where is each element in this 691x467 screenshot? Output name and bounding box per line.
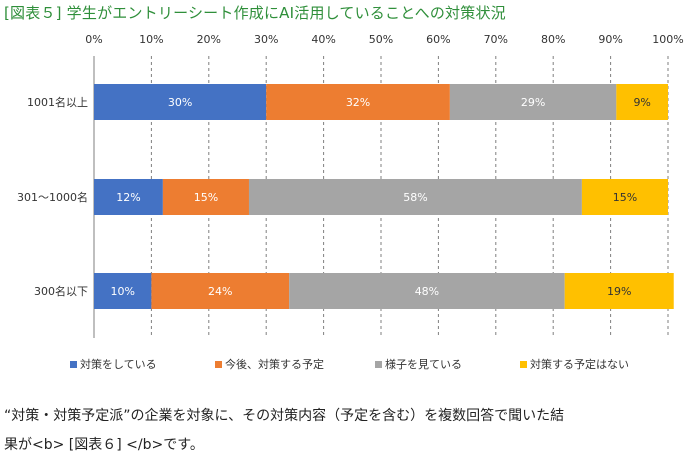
- bar-segment: [151, 273, 290, 309]
- bar-segment: [289, 273, 565, 309]
- chart-title: [図表５] 学生がエントリーシート作成にAI活用していることへの対策状況: [4, 4, 506, 22]
- x-tick-label: 90%: [598, 33, 622, 46]
- data-label: 12%: [116, 191, 140, 204]
- bar-segment: [94, 84, 267, 120]
- data-label: 19%: [607, 285, 631, 298]
- bar-segment: [581, 179, 668, 215]
- x-tick-label: 0%: [85, 33, 102, 46]
- data-label: 30%: [168, 96, 192, 109]
- note-line-1: “対策・対策予定派”の企業を対象に、その対策内容（予定を含む）を複数回答で聞いた…: [4, 408, 565, 424]
- x-tick-label: 60%: [426, 33, 450, 46]
- bar-segment: [564, 273, 674, 309]
- x-tick-label: 40%: [311, 33, 335, 46]
- data-label: 24%: [208, 285, 232, 298]
- data-label: 29%: [521, 96, 545, 109]
- bar-segment: [162, 179, 249, 215]
- data-label: 15%: [613, 191, 637, 204]
- legend-swatch: [520, 361, 527, 368]
- data-label: 32%: [346, 96, 370, 109]
- legend-label: 様子を見ている: [385, 357, 462, 371]
- data-label: 9%: [633, 96, 650, 109]
- bar-segment: [94, 179, 163, 215]
- stacked-bar-chart: 0% 10% 20% 30% 40% 50% 60% 70% 80% 90% 100% 1001名以上…: [17, 33, 684, 371]
- bar-segment: [94, 273, 152, 309]
- data-label: 48%: [415, 285, 439, 298]
- data-label: 10%: [110, 285, 134, 298]
- data-label: 58%: [403, 191, 427, 204]
- y-category-label: 1001名以上: [27, 95, 88, 109]
- bar-segment: [616, 84, 668, 120]
- x-tick-label: 80%: [541, 33, 565, 46]
- bar-segment: [248, 179, 582, 215]
- note-line-2: 果が<b> [図表６] </b>です。: [4, 437, 204, 453]
- x-tick-label: 30%: [254, 33, 278, 46]
- x-tick-label: 20%: [197, 33, 221, 46]
- x-tick-label: 100%: [652, 33, 683, 46]
- legend-swatch: [215, 361, 222, 368]
- x-tick-label: 50%: [369, 33, 393, 46]
- legend-label: 対策をしている: [80, 357, 157, 371]
- bar-segment: [266, 84, 450, 120]
- legend-label: 対策する予定はない: [530, 357, 629, 371]
- legend-swatch: [70, 361, 77, 368]
- x-tick-label: 70%: [484, 33, 508, 46]
- y-category-label: 301～1000名: [17, 190, 88, 204]
- x-tick-label: 10%: [139, 33, 163, 46]
- legend-swatch: [375, 361, 382, 368]
- data-label: 15%: [194, 191, 218, 204]
- bar-segment: [449, 84, 617, 120]
- legend-label: 今後、対策する予定: [225, 357, 324, 371]
- y-category-label: 300名以下: [34, 284, 88, 298]
